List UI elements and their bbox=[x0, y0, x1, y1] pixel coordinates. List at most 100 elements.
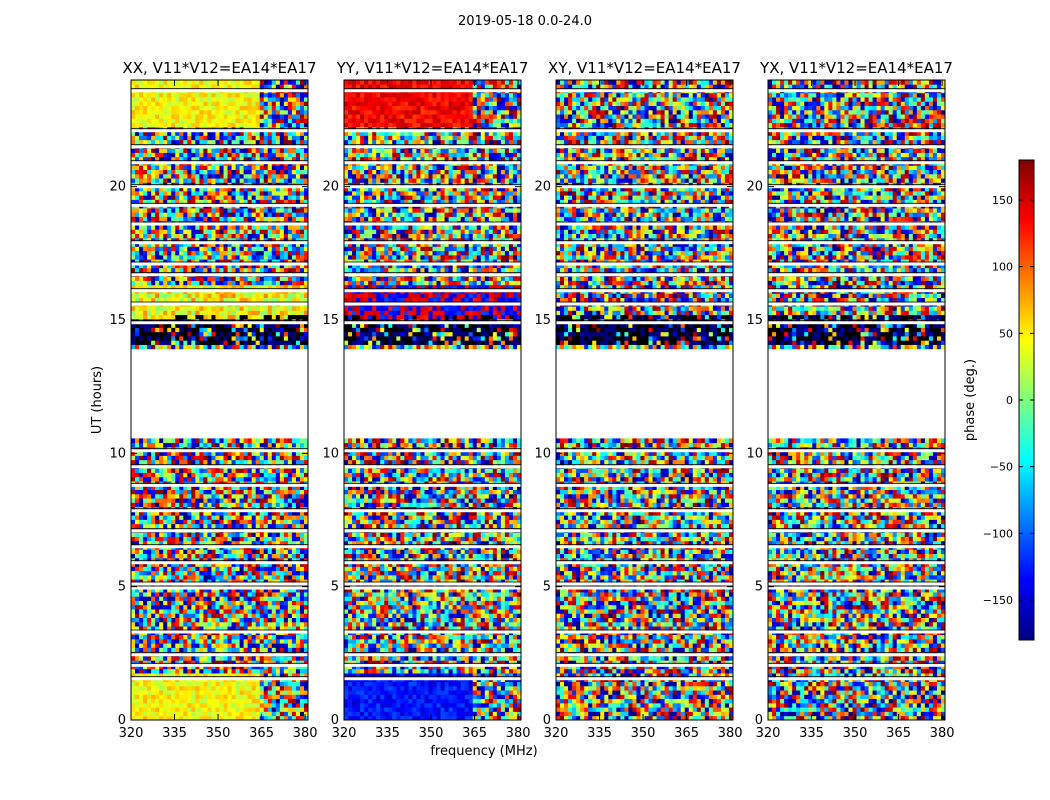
heatmap-cell bbox=[243, 336, 249, 341]
heatmap-cell bbox=[239, 306, 245, 311]
heatmap-cell bbox=[299, 587, 305, 593]
heatmap-cell bbox=[263, 199, 269, 205]
heatmap-cell bbox=[271, 165, 277, 170]
heatmap-cell bbox=[143, 656, 148, 661]
heatmap-cell bbox=[167, 263, 172, 269]
heatmap-cell bbox=[179, 190, 184, 196]
heatmap-cell bbox=[183, 208, 188, 213]
heatmap-cell bbox=[239, 609, 245, 614]
heatmap-cell bbox=[147, 254, 152, 260]
heatmap-cell bbox=[299, 284, 305, 290]
heatmap-cell bbox=[131, 668, 136, 674]
heatmap-cell bbox=[191, 438, 196, 444]
heatmap-cell bbox=[279, 284, 285, 290]
heatmap-cell bbox=[243, 647, 249, 653]
heatmap-cell bbox=[147, 246, 152, 252]
heatmap-cell bbox=[247, 698, 253, 704]
heatmap-cell bbox=[147, 685, 152, 691]
heatmap-cell bbox=[179, 195, 184, 200]
heatmap-cell bbox=[143, 216, 148, 222]
heatmap-cell bbox=[203, 455, 208, 461]
heatmap-cell bbox=[199, 331, 204, 337]
heatmap-cell bbox=[255, 609, 261, 614]
heatmap-cell bbox=[171, 690, 176, 695]
heatmap-cell bbox=[147, 233, 152, 239]
heatmap-cell bbox=[199, 681, 204, 687]
heatmap-cell bbox=[283, 643, 289, 648]
heatmap-cell bbox=[171, 647, 176, 653]
heatmap-cell bbox=[175, 557, 180, 563]
heatmap-cell bbox=[223, 156, 228, 162]
heatmap-cell bbox=[155, 643, 160, 648]
heatmap-cell bbox=[155, 638, 160, 644]
heatmap-cell bbox=[195, 284, 200, 290]
heatmap-cell bbox=[199, 276, 204, 281]
heatmap-cell bbox=[183, 442, 188, 448]
heatmap-cell bbox=[203, 587, 208, 593]
heatmap-cell bbox=[171, 327, 176, 333]
heatmap-cell bbox=[155, 276, 160, 281]
heatmap-cell bbox=[227, 592, 232, 597]
heatmap-cell bbox=[143, 306, 148, 311]
heatmap-cell bbox=[171, 297, 176, 303]
heatmap-cell bbox=[287, 510, 293, 516]
heatmap-cell bbox=[263, 634, 269, 640]
heatmap-cell bbox=[303, 336, 309, 341]
heatmap-cell bbox=[291, 570, 297, 576]
heatmap-cell bbox=[171, 596, 176, 601]
heatmap-cell bbox=[227, 711, 232, 717]
heatmap-cell bbox=[247, 702, 253, 708]
heatmap-cell bbox=[291, 510, 297, 516]
heatmap-cell bbox=[283, 310, 289, 316]
heatmap-cell bbox=[239, 229, 245, 234]
heatmap-cell bbox=[227, 523, 232, 529]
heatmap-cell bbox=[171, 540, 176, 546]
heatmap-cell bbox=[263, 515, 269, 520]
heatmap-cell bbox=[199, 336, 204, 341]
heatmap-cell bbox=[299, 668, 305, 674]
heatmap-cell bbox=[223, 254, 228, 260]
heatmap-cell bbox=[199, 574, 204, 580]
heatmap-cell bbox=[291, 459, 297, 465]
heatmap-cell bbox=[259, 621, 265, 627]
heatmap-cell bbox=[255, 626, 261, 631]
heatmap-cell bbox=[131, 570, 136, 576]
heatmap-cell bbox=[299, 600, 305, 606]
heatmap-cell bbox=[227, 459, 232, 465]
heatmap-cell bbox=[219, 579, 224, 584]
heatmap-cell bbox=[179, 314, 184, 320]
heatmap-cell bbox=[175, 438, 180, 444]
heatmap-cell bbox=[271, 489, 277, 495]
heatmap-cell bbox=[287, 459, 293, 465]
heatmap-cell bbox=[195, 562, 200, 567]
heatmap-cell bbox=[215, 702, 220, 708]
heatmap-cell bbox=[175, 267, 180, 273]
heatmap-cell bbox=[247, 259, 253, 264]
heatmap-cell bbox=[243, 626, 249, 631]
heatmap-cell bbox=[291, 208, 297, 213]
heatmap-cell bbox=[131, 442, 136, 448]
heatmap-cell bbox=[159, 557, 164, 563]
heatmap-cell bbox=[207, 600, 212, 606]
heatmap-cell bbox=[291, 647, 297, 653]
heatmap-cell bbox=[235, 297, 241, 303]
heatmap-cell bbox=[131, 476, 136, 482]
heatmap-cell bbox=[227, 233, 232, 239]
heatmap-cell bbox=[235, 540, 241, 546]
heatmap-cell bbox=[239, 293, 245, 298]
heatmap-cell bbox=[267, 698, 273, 704]
heatmap-cell bbox=[259, 604, 265, 610]
heatmap-cell bbox=[247, 643, 253, 648]
heatmap-cell bbox=[147, 596, 152, 601]
heatmap-cell bbox=[215, 476, 220, 482]
heatmap-cell bbox=[167, 566, 172, 572]
heatmap-cell bbox=[135, 668, 140, 674]
heatmap-cell bbox=[171, 216, 176, 222]
heatmap-cell bbox=[303, 660, 309, 665]
heatmap-cell bbox=[259, 600, 265, 606]
heatmap-cell bbox=[251, 681, 257, 687]
heatmap-cell bbox=[191, 208, 196, 213]
heatmap-cell bbox=[175, 229, 180, 234]
heatmap-cell bbox=[215, 190, 220, 196]
heatmap-cell bbox=[167, 169, 172, 175]
